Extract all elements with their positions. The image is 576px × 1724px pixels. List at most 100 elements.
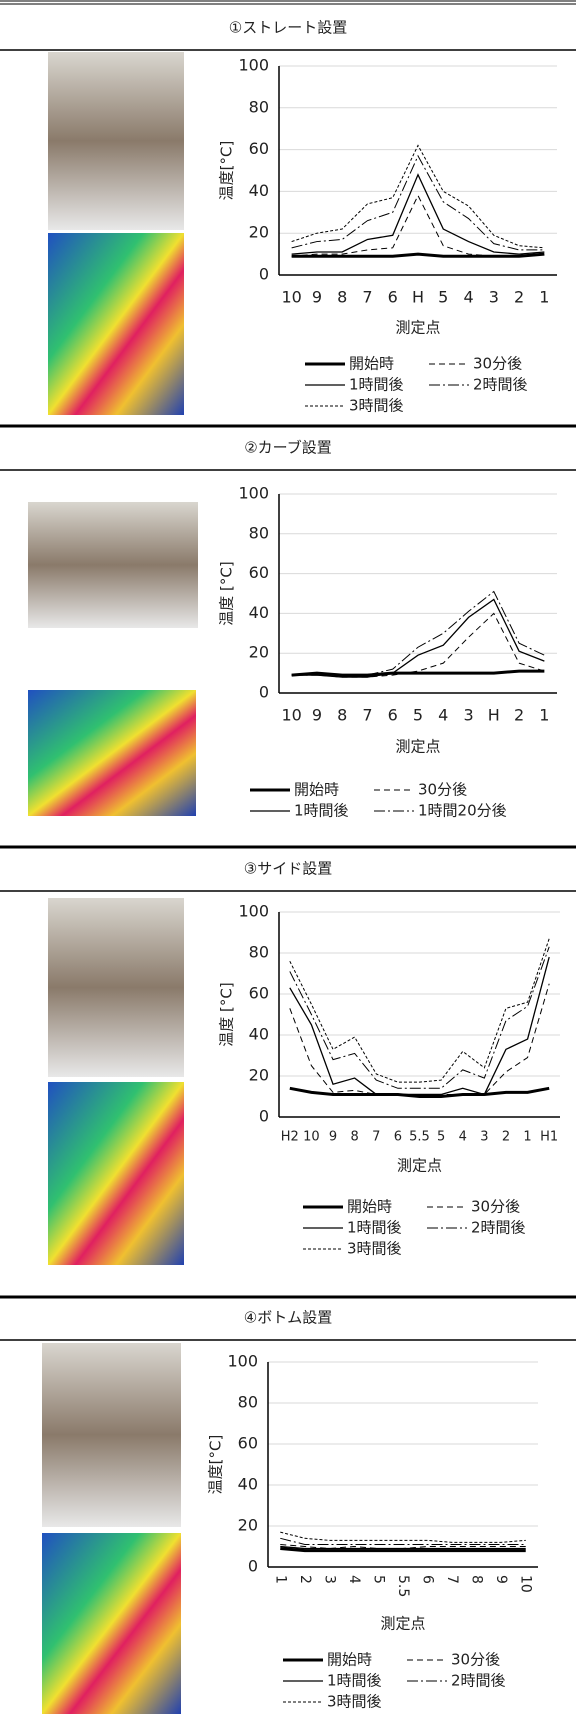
series-line <box>289 946 550 1089</box>
legend-label: 30分後 <box>471 1198 520 1216</box>
y-tick-label: 100 <box>227 1352 258 1371</box>
legend-label: 開始時 <box>327 1651 372 1669</box>
x-tick-label: 1 <box>539 288 549 307</box>
y-tick-label: 40 <box>249 181 269 200</box>
legend-label: 開始時 <box>349 355 394 373</box>
y-axis-label: 温度 [°C] <box>218 982 236 1046</box>
series-line <box>289 1086 550 1098</box>
x-tick-label: 4 <box>463 288 473 307</box>
y-tick-label: 0 <box>259 683 269 702</box>
x-tick-label: 1 <box>539 706 549 725</box>
x-tick-label: 4 <box>346 1575 362 1584</box>
series-line <box>289 983 550 1098</box>
x-tick-label: 9 <box>312 706 322 725</box>
legend-label: 開始時 <box>294 781 339 799</box>
panel-title: ③サイド設置 <box>244 860 332 878</box>
x-tick-label: 5 <box>413 706 423 725</box>
panel-title: ④ボトム設置 <box>244 1309 332 1327</box>
y-axis-label: 温度[°C] <box>207 1435 225 1495</box>
x-tick-label: 9 <box>493 1575 509 1584</box>
legend-label: 2時間後 <box>451 1672 506 1690</box>
legend-label: 開始時 <box>347 1198 392 1216</box>
y-tick-label: 0 <box>259 1107 269 1126</box>
y-tick-label: 80 <box>249 97 269 116</box>
series-line <box>291 144 545 249</box>
photos <box>28 52 198 1714</box>
x-axis-label: 測定点 <box>397 1157 442 1175</box>
series-line <box>291 590 545 676</box>
x-tick-label: 3 <box>321 1575 337 1584</box>
y-tick-label: 60 <box>249 139 269 158</box>
x-tick-label: 9 <box>329 1130 337 1145</box>
legend-label: 2時間後 <box>473 376 528 394</box>
y-tick-label: 20 <box>238 1516 258 1535</box>
y-axis-label: 温度 [°C] <box>218 561 236 625</box>
y-tick-label: 40 <box>238 1475 258 1494</box>
x-tick-label: 5 <box>370 1575 386 1584</box>
photo <box>48 52 184 230</box>
x-tick-label: 3 <box>489 288 499 307</box>
x-tick-label: 1 <box>272 1575 288 1584</box>
series-line <box>280 1545 526 1550</box>
series-line <box>291 194 545 257</box>
y-tick-label: 100 <box>238 56 269 75</box>
series-line <box>291 252 545 258</box>
y-tick-label: 0 <box>248 1557 258 1576</box>
legend-label: 30分後 <box>418 781 467 799</box>
x-tick-label: 8 <box>337 706 347 725</box>
y-tick-label: 40 <box>249 1025 269 1044</box>
y-tick-label: 80 <box>238 1393 258 1412</box>
y-tick-label: 20 <box>249 643 269 662</box>
y-tick-label: 100 <box>238 484 269 503</box>
photo <box>42 1343 181 1527</box>
panel-title: ②カーブ設置 <box>244 439 332 457</box>
series-line <box>291 598 545 678</box>
y-tick-label: 20 <box>249 223 269 242</box>
series-line <box>291 173 545 255</box>
series-line <box>280 1537 526 1545</box>
legend-label: 30分後 <box>451 1651 500 1669</box>
legend-label: 1時間後 <box>294 802 349 820</box>
thermal-image <box>28 690 196 816</box>
y-tick-label: 60 <box>249 563 269 582</box>
x-tick-label: 7 <box>372 1130 380 1145</box>
y-tick-label: 0 <box>259 265 269 284</box>
thermal-image <box>48 233 184 415</box>
x-tick-label: H <box>412 288 424 307</box>
legend-label: 1時間後 <box>327 1672 382 1690</box>
x-tick-label: 10 <box>518 1575 534 1593</box>
x-tick-label: 7 <box>444 1575 460 1584</box>
legend-label: 2時間後 <box>471 1219 526 1237</box>
x-tick-label: 3 <box>463 706 473 725</box>
x-tick-label: 4 <box>459 1130 467 1145</box>
x-tick-label: 5.5 <box>395 1575 411 1597</box>
x-tick-label: 8 <box>469 1575 485 1584</box>
x-axis-label: 測定点 <box>395 319 440 337</box>
series-line <box>280 1531 526 1543</box>
x-tick-label: 3 <box>480 1130 488 1145</box>
legend-label: 1時間20分後 <box>418 802 507 820</box>
photo <box>48 898 184 1077</box>
series-line <box>289 956 550 1096</box>
y-tick-label: 60 <box>249 984 269 1003</box>
x-tick-label: 2 <box>514 288 524 307</box>
series-line <box>291 154 545 251</box>
y-axis-label: 温度[°C] <box>218 141 236 201</box>
x-tick-label: 7 <box>362 288 372 307</box>
x-tick-label: 6 <box>420 1575 436 1584</box>
x-tick-label: 2 <box>297 1575 313 1584</box>
y-tick-label: 100 <box>238 902 269 921</box>
legend-label: 3時間後 <box>347 1240 402 1258</box>
y-tick-label: 20 <box>249 1066 269 1085</box>
x-tick-label: 5 <box>438 288 448 307</box>
y-tick-label: 80 <box>249 523 269 542</box>
legend-label: 1時間後 <box>347 1219 402 1237</box>
legend-label: 30分後 <box>473 355 522 373</box>
x-axis-label: 測定点 <box>380 1615 425 1633</box>
x-tick-label: 8 <box>351 1130 359 1145</box>
legend-label: 3時間後 <box>349 397 404 415</box>
x-tick-label: 6 <box>388 288 398 307</box>
series-line <box>291 612 545 678</box>
x-tick-label: 10 <box>303 1130 320 1145</box>
